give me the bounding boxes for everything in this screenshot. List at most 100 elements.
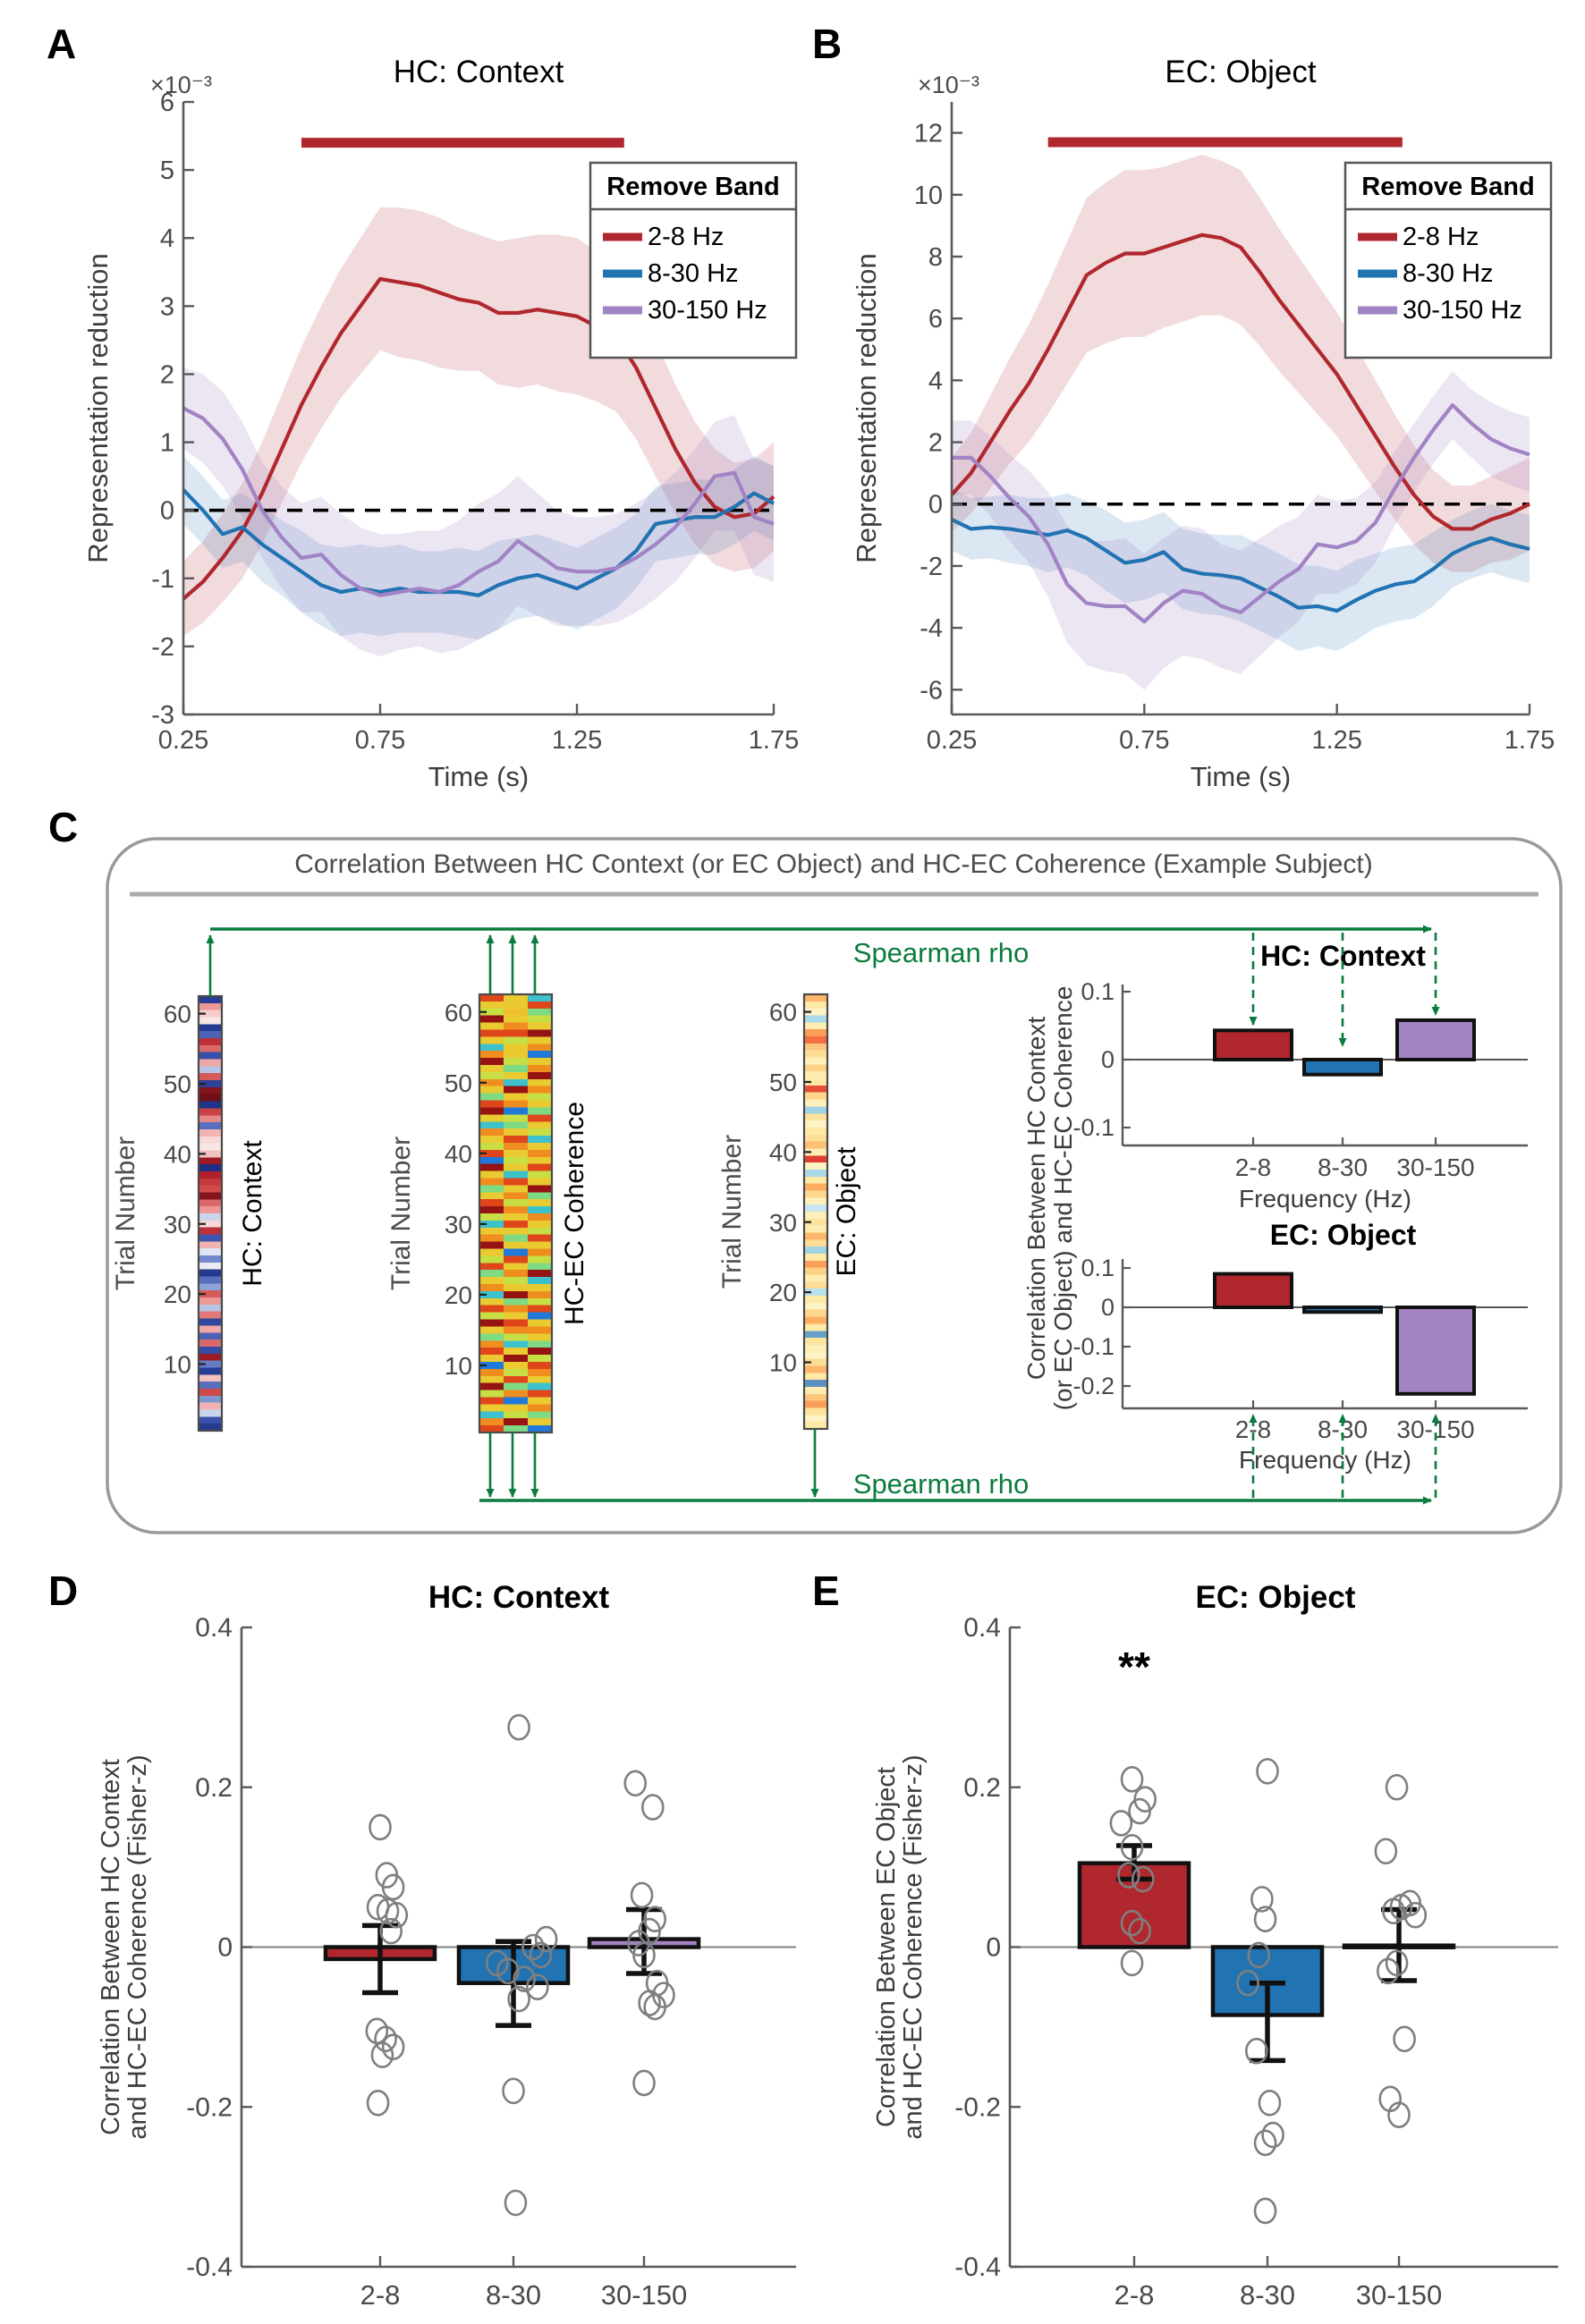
- heatmap-hc_col: 10 20 30 40 50 60 Trial Number HC: Context: [111, 994, 267, 1432]
- series-2-8 Hz: [950, 232, 1530, 531]
- panel-letter-a: A: [47, 21, 77, 67]
- x-tick-label: 30-150: [1396, 1154, 1474, 1181]
- series-30-150 Hz: [952, 402, 1530, 624]
- subject-point: [504, 2189, 528, 2217]
- subject-point: [630, 1881, 654, 1909]
- subject-point: [379, 1917, 403, 1945]
- trial-tick-label: 50: [164, 1070, 191, 1098]
- panel-c-title: Correlation Between HC Context (or EC Ob…: [294, 849, 1373, 879]
- subject-point: [1128, 1797, 1151, 1825]
- y-tick-label: -0.2: [954, 2092, 1001, 2122]
- trial-tick-label: 50: [769, 1069, 797, 1096]
- y-tick-label: -0.2: [186, 2092, 233, 2122]
- panel-letter-e: E: [812, 1568, 840, 1614]
- subject-point: [370, 2041, 394, 2068]
- subject-point: [1120, 1766, 1144, 1793]
- x-tick-label: 1.25: [1311, 726, 1361, 755]
- x-axis-label: Frequency (Hz): [423, 2322, 615, 2324]
- subject-point: [507, 1713, 530, 1741]
- y-tick-label: 0: [986, 1933, 1001, 1963]
- subject-point: [643, 1993, 667, 2021]
- y-tick-label: -4: [920, 614, 943, 643]
- subject-point: [521, 1933, 545, 1961]
- y-axis-label: Correlation Between HC Context: [97, 1759, 125, 2135]
- subject-point: [1109, 1810, 1133, 1837]
- legend: Remove Band 2-8 Hz 8-30 Hz 30-150 Hz: [1343, 161, 1553, 359]
- y-tick-label: 8: [928, 243, 943, 272]
- panel-letter-b: B: [812, 21, 843, 67]
- trial-tick-label: 40: [769, 1138, 797, 1166]
- series-30-150 Hz: [182, 406, 775, 597]
- subject-point: [1382, 1897, 1405, 1925]
- x-tick-label: 1.75: [1504, 726, 1555, 755]
- legend: Remove Band 2-8 Hz 8-30 Hz 30-150 Hz: [589, 161, 798, 359]
- y-tick-label: -1: [151, 565, 174, 594]
- chart-title: HC: Context: [428, 1580, 610, 1615]
- y-axis-label: Correlation Between EC Object: [872, 1767, 901, 2127]
- band-8-30 Hz: [952, 488, 1530, 652]
- y-tick-label: 0.1: [1081, 978, 1115, 1005]
- x-axis-label: Frequency (Hz): [1239, 1446, 1411, 1474]
- heatmap-coh_col: 10 20 30 40 50 60 Trial Number HC-EC Coherence: [386, 993, 589, 1434]
- y-tick-label: 1: [160, 429, 174, 458]
- subject-point: [640, 1794, 665, 1821]
- x-tick-label: 30-150: [601, 2279, 688, 2311]
- subject-point: [1374, 1838, 1398, 1865]
- legend-entry-label: 8-30 Hz: [1403, 259, 1494, 288]
- band-8-30 Hz: [183, 455, 774, 640]
- legend-entry-label: 2-8 Hz: [648, 223, 724, 251]
- trial-tick-label: 60: [164, 1001, 191, 1028]
- legend-entry-label: 8-30 Hz: [648, 259, 739, 288]
- bar-2-8: [1213, 1272, 1293, 1310]
- y-axis-label: Representation reduction: [851, 253, 882, 562]
- subject-point: [1253, 2129, 1277, 2157]
- trial-tick-label: 40: [164, 1140, 191, 1168]
- trial-tick-label: 10: [164, 1351, 191, 1379]
- trial-number-label: Trial Number: [111, 1137, 140, 1290]
- subject-point: [1385, 1773, 1409, 1801]
- subject-point: [632, 1941, 656, 1969]
- subject-point: [507, 1985, 530, 2013]
- series-2-8 Hz: [182, 276, 776, 601]
- column-label: HC: Context: [238, 1140, 267, 1287]
- legend-entry-label: 30-150 Hz: [648, 296, 767, 325]
- subject-point: [381, 1873, 405, 1901]
- legend-entry-label: 30-150 Hz: [1403, 296, 1522, 325]
- subject-point: [526, 1973, 549, 2000]
- subject-point: [529, 1941, 553, 1969]
- spearman-rho-bottom-label: Spearman rho: [853, 1468, 1029, 1500]
- band-2-8 Hz: [952, 154, 1530, 572]
- axis-exponent-label: ×10⁻³: [918, 72, 979, 98]
- trial-tick-label: 60: [769, 999, 797, 1027]
- y-axis-label: Representation reduction: [82, 253, 114, 562]
- trial-tick-label: 30: [164, 1211, 191, 1238]
- inset-y-axis-label: Correlation Between HC Context: [1022, 1017, 1050, 1380]
- subject-point: [1120, 1949, 1144, 1977]
- y-tick-label: 2: [928, 429, 943, 458]
- band-30-150 Hz: [952, 370, 1530, 690]
- subject-point: [1117, 1862, 1140, 1889]
- x-axis-label: Frequency (Hz): [1239, 1185, 1411, 1213]
- y-tick-label: 4: [928, 367, 943, 395]
- panel-e-bar-chart: 0.4 0.2 0 -0.2 -0.4 2-8 8-30 30-150 EC: Object Fr…: [872, 1580, 1558, 2324]
- x-tick-label: 2-8: [1235, 1154, 1271, 1181]
- x-tick-label: 8-30: [486, 2279, 541, 2311]
- plot-D: 0.4 0.2 0 -0.2 -0.4 2-8 8-30 30-150 HC: Context F…: [97, 1580, 796, 2324]
- spearman-arrows: Spearman rho Spearman rho: [206, 925, 1440, 1505]
- y-tick-label: 0.2: [963, 1773, 1001, 1803]
- subject-point: [534, 1925, 558, 1953]
- x-axis-label: Time (s): [428, 761, 530, 792]
- subject-point: [1120, 1833, 1144, 1861]
- y-tick-label: -0.4: [186, 2252, 233, 2282]
- subject-point: [632, 2069, 656, 2097]
- y-tick-label: 0.2: [195, 1773, 233, 1803]
- panel-c-schematic: Correlation Between HC Context (or EC Ob…: [106, 837, 1563, 1534]
- subject-point: [374, 2025, 397, 2053]
- plot-E: 0.4 0.2 0 -0.2 -0.4 2-8 8-30 30-150 EC: Object Fr…: [872, 1580, 1558, 2324]
- trial-tick-label: 20: [164, 1280, 191, 1308]
- subject-point: [1376, 1957, 1400, 1985]
- x-tick-label: 1.75: [749, 726, 799, 755]
- subject-point: [502, 2077, 525, 2105]
